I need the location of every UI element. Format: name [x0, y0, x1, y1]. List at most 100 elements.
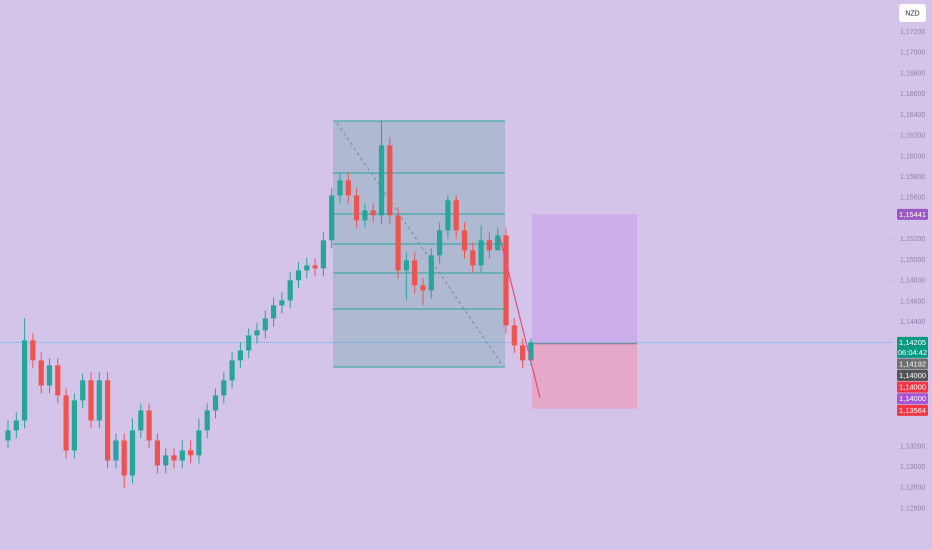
candle-body	[88, 380, 94, 421]
candle-body	[171, 455, 177, 461]
candle-body	[345, 180, 351, 196]
candle-body	[320, 240, 326, 269]
candle-body	[412, 260, 418, 286]
price-label-bg	[897, 393, 928, 405]
price-label: 1,14000	[899, 371, 926, 380]
candle-body	[279, 300, 285, 306]
candle-body	[38, 360, 44, 386]
candle-body	[362, 210, 368, 221]
y-tick-label: 1,13200	[900, 443, 925, 450]
price-label: 1,14000	[899, 383, 926, 392]
button-bg[interactable]	[899, 4, 926, 22]
candle-body	[80, 380, 86, 401]
candle-body	[287, 280, 293, 301]
price-axis: 1,17200 1,17000 1,16800 1,16600 1,16400 1,162…	[892, 29, 928, 512]
price-label: 1,14000	[899, 394, 926, 403]
price-label: 1,14205	[899, 338, 926, 347]
candle-body	[204, 410, 210, 431]
candle-body	[461, 230, 468, 251]
candle-body	[196, 430, 202, 456]
candle-body	[271, 305, 277, 319]
candle-body	[146, 410, 152, 441]
candle-body	[262, 318, 268, 331]
candle-body	[395, 215, 401, 271]
y-tick-label: 1,14800	[900, 278, 925, 285]
price-label-bg	[897, 370, 928, 382]
price-label: 1,13564	[899, 406, 926, 415]
currency-button[interactable]: NZD	[899, 4, 926, 22]
candle-body	[5, 430, 11, 441]
candle-body	[495, 235, 501, 251]
y-tick-label: 1,16200	[900, 133, 925, 140]
candle-body	[337, 180, 343, 196]
candle-body	[237, 350, 243, 361]
candle-body	[188, 450, 194, 456]
candle-body	[437, 230, 443, 256]
price-label-bg	[897, 404, 928, 416]
candle-body	[354, 195, 360, 221]
price-label: 1,15441	[899, 210, 926, 219]
y-tick-label: 1,17000	[900, 50, 925, 57]
price-label-bg	[897, 358, 928, 370]
candle-body	[329, 195, 335, 241]
candle-body	[179, 450, 185, 461]
candle-body	[229, 360, 235, 381]
button-label[interactable]: NZD	[905, 10, 919, 17]
price-label-bg	[897, 208, 928, 220]
candle-body	[486, 240, 492, 251]
candle-body	[121, 440, 127, 476]
candle-body	[212, 395, 219, 411]
candle-body	[312, 265, 318, 269]
y-tick-label: 1,17200	[900, 29, 925, 36]
candle-body	[478, 240, 484, 266]
y-tick-label: 1,16000	[900, 153, 925, 160]
candle-body	[378, 145, 385, 216]
y-tick-label: 1,15600	[900, 195, 925, 202]
candle-body	[304, 265, 310, 271]
y-tick-label: 1,16600	[900, 91, 925, 98]
y-tick-label: 1,15800	[900, 174, 925, 181]
y-tick-label: 1,12800	[900, 485, 925, 492]
countdown: 06:04:42	[898, 348, 927, 357]
candle-body	[113, 440, 119, 461]
candle-body	[520, 345, 526, 361]
candle-body	[221, 380, 227, 396]
candle-body	[370, 210, 376, 216]
candle-body	[154, 440, 160, 466]
stop-zone	[532, 343, 637, 409]
fib-trendline	[336, 122, 504, 367]
price-label-bg	[897, 336, 928, 358]
candle-body	[503, 235, 509, 326]
candle-body	[445, 200, 451, 231]
candle-body	[30, 340, 36, 361]
candle-body	[71, 400, 77, 451]
price-label-bg	[897, 381, 928, 393]
candle-body	[138, 410, 144, 431]
y-tick-label: 1,15200	[900, 236, 925, 243]
candle-body	[470, 250, 476, 266]
candle-body	[13, 420, 19, 431]
plot-area	[0, 120, 892, 489]
y-tick-label: 1,16800	[900, 70, 925, 77]
y-tick-label: 1,16400	[900, 112, 925, 119]
candle-body	[55, 365, 61, 396]
fib-retracement	[333, 120, 505, 368]
candle-body	[129, 430, 136, 476]
y-tick-label: 1,14400	[900, 319, 925, 326]
candle-body	[163, 455, 169, 466]
y-tick-label: 1,15000	[900, 257, 925, 264]
candle-body	[511, 325, 517, 346]
candle-body	[96, 380, 102, 421]
candle-body	[453, 200, 459, 231]
target-zone	[532, 214, 637, 344]
candle-body	[387, 145, 393, 216]
candle-body	[63, 395, 69, 451]
projection-line	[499, 237, 541, 399]
y-tick-label: 1,13000	[900, 464, 925, 471]
candle-body	[105, 380, 111, 461]
candle-body	[403, 260, 409, 271]
candle-body	[254, 330, 260, 336]
candle-body	[428, 255, 434, 291]
